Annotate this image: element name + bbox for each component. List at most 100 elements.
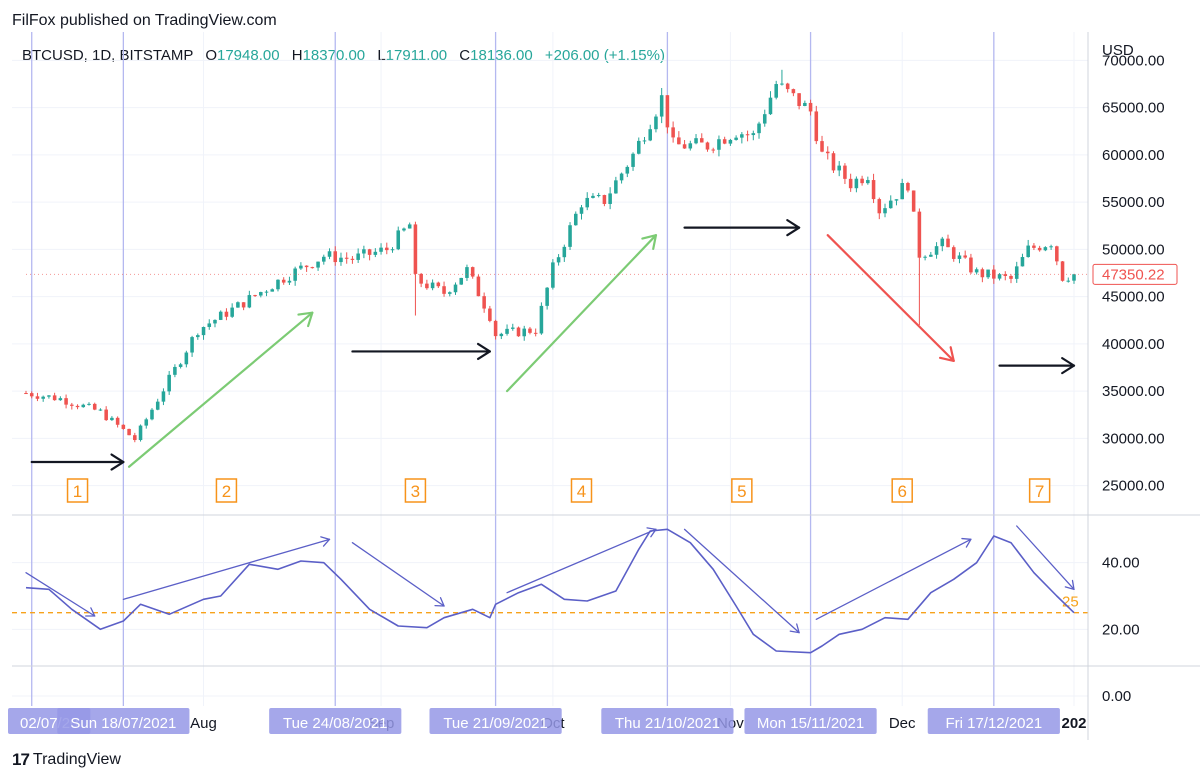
candle-body (459, 277, 464, 285)
candle-body (648, 129, 652, 141)
date-tag-label: Fri 17/12/2021 (945, 715, 1042, 732)
candle-body (390, 249, 395, 251)
candle-body (717, 139, 721, 150)
candle-body (184, 352, 189, 365)
date-tag (429, 708, 562, 734)
candle-body (201, 326, 206, 336)
candle-body (860, 178, 864, 184)
candle-body (287, 280, 292, 283)
candle-body (327, 251, 332, 257)
candle-body (757, 123, 761, 134)
candle-body (482, 296, 486, 309)
date-tag (744, 708, 877, 734)
phase-label: 4 (577, 482, 586, 501)
phase-box (731, 478, 753, 503)
candle-body (688, 143, 693, 149)
candle-body (1020, 257, 1025, 267)
candle-body (104, 409, 108, 421)
candle-body (465, 267, 469, 278)
candle-body (1055, 246, 1059, 262)
high-value: 18370.00 (302, 47, 366, 64)
candle-body (797, 93, 801, 107)
candle-body (110, 417, 114, 421)
candle-body (436, 282, 441, 287)
candle-body (81, 404, 86, 408)
indicator-trend-arrow (815, 538, 972, 620)
candle-body (929, 254, 933, 257)
tradingview-mark-icon: 17 (12, 750, 30, 769)
indicator-trend-arrow-head (85, 607, 96, 617)
candle-body (230, 307, 234, 317)
candle-body (957, 255, 962, 259)
candle-body (997, 274, 1002, 279)
candle-body (545, 287, 549, 306)
candle-body (808, 102, 813, 112)
trend-arrow-up (505, 234, 658, 393)
candle-body (825, 151, 830, 154)
candle-body (866, 180, 870, 184)
phase-box (891, 478, 913, 503)
publisher-credit: FilFox published on TradingView.com (12, 12, 277, 29)
candle-body (1060, 261, 1065, 281)
trend-arrow-flat-head (786, 219, 801, 237)
candle-body (367, 249, 372, 255)
candle-body (986, 269, 990, 278)
indicator-trend-arrow-head (646, 527, 657, 538)
candle-body (196, 335, 200, 338)
candle-body (740, 134, 744, 138)
candle-body (138, 425, 143, 441)
candle-body (934, 246, 939, 255)
candle-body (608, 193, 612, 204)
candle-body (356, 253, 360, 260)
phase-box (66, 478, 89, 503)
vertical-markers (31, 32, 995, 706)
candle-body (87, 403, 91, 405)
indicator-tick-label: 40.00 (1102, 555, 1140, 572)
phase-label: 6 (897, 482, 906, 501)
candle-body (528, 328, 532, 333)
candle-body (448, 292, 452, 294)
candle-body (299, 265, 303, 269)
price-tick-label: 35000.00 (1102, 383, 1165, 400)
candle-body (499, 333, 504, 337)
candle-body (241, 302, 246, 308)
date-tag (601, 708, 734, 734)
candle-body (453, 284, 458, 293)
candle-body (579, 207, 584, 214)
candle-body (402, 228, 406, 231)
candle-body (602, 195, 607, 204)
trend-arrow-up-head (297, 311, 314, 328)
open-label: O (205, 47, 217, 64)
candle-body (774, 84, 778, 98)
tradingview-logo[interactable]: 17 TradingView (12, 750, 121, 770)
date-tag (269, 708, 402, 734)
candle-body (906, 183, 910, 191)
indicator-trend-arrow-head (434, 597, 445, 607)
candle-body (430, 282, 435, 289)
candle-body (1009, 275, 1013, 279)
candle-body (1037, 247, 1042, 251)
trend-arrow-down-head (938, 346, 955, 362)
candle-body (591, 195, 595, 198)
candle-body (310, 267, 315, 269)
candle-body (385, 247, 389, 251)
candle-body (877, 199, 882, 214)
candle-body (894, 199, 899, 201)
candle-body (98, 409, 103, 411)
candle-body (900, 183, 904, 200)
candle-body (29, 393, 34, 397)
candle-body (568, 225, 572, 247)
candle-body (281, 279, 286, 283)
candle-body (304, 265, 309, 268)
annotations: 1 2 3 4 5 6 7 (30, 219, 1076, 503)
month-tick-label: Aug (190, 715, 217, 732)
candle-body (940, 238, 945, 247)
price-tick-label: 40000.00 (1102, 336, 1165, 353)
last-price-label: 47350.22 (1102, 266, 1165, 283)
candle-body (516, 327, 521, 337)
candle-body (619, 173, 624, 181)
symbol-label: BTCUSD, 1D, BITSTAMP (22, 47, 194, 64)
price-tick-label: 25000.00 (1102, 478, 1165, 495)
candle-body (70, 404, 74, 406)
